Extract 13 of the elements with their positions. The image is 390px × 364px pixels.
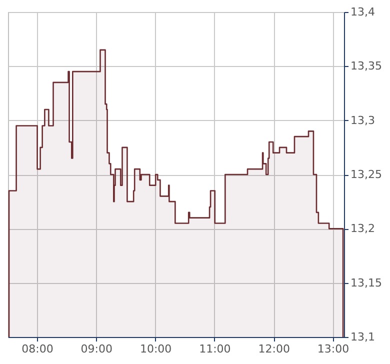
y-tick-label: 13,25 xyxy=(350,168,382,181)
x-tick-label: 09:00 xyxy=(80,342,112,356)
x-tick-label: 11:00 xyxy=(199,342,231,356)
y-tick-label: 13,35 xyxy=(350,60,382,73)
y-tick-label: 13,15 xyxy=(350,276,382,290)
x-tick-label: 08:00 xyxy=(22,342,54,356)
x-tick-label: 10:00 xyxy=(140,342,172,356)
y-tick-label: 13,1 xyxy=(350,330,375,344)
y-tick-label: 13,4 xyxy=(350,6,375,18)
x-tick-label: 13:00 xyxy=(317,342,350,356)
y-tick-label: 13,2 xyxy=(350,222,375,236)
x-tick-label: 12:00 xyxy=(258,342,290,356)
y-tick-label: 13,3 xyxy=(350,114,375,127)
